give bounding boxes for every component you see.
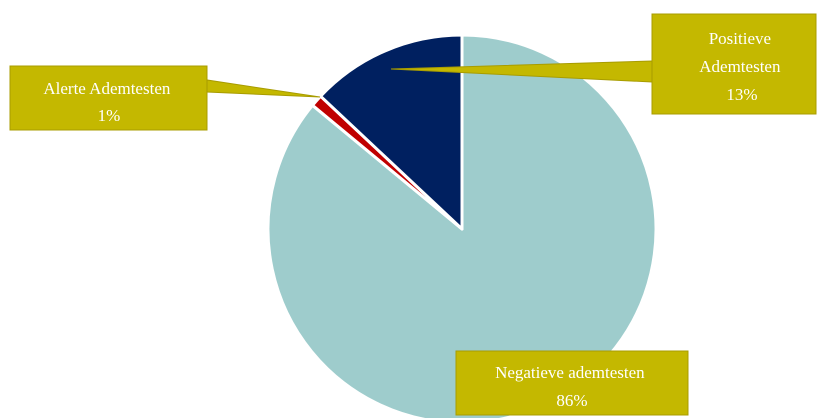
callout-alerte-pointer [206, 79, 321, 98]
slice-label-alerte: Alerte Ademtesten [43, 79, 170, 98]
callout-alerte-text: Alerte Ademtesten 1% [43, 79, 174, 125]
callouts: Positieve Ademtesten 13% Alerte Ademtest… [9, 13, 817, 416]
callout-alerte: Alerte Ademtesten 1% [9, 65, 321, 131]
slice-value-negatieve: 86% [556, 391, 587, 410]
callout-negatieve-box [455, 350, 689, 416]
pie-slices [266, 33, 658, 418]
callout-negatieve-text: Negatieve ademtesten 86% [495, 363, 649, 410]
slice-label-negatieve: Negatieve ademtesten [495, 363, 645, 382]
slice-value-positieve: 13% [726, 85, 757, 104]
callout-negatieve: Negatieve ademtesten 86% [455, 350, 689, 416]
slice-label-positieve-line1: Positieve [709, 29, 771, 48]
slice-label-positieve-line2: Ademtesten [699, 57, 781, 76]
slice-positieve [319, 33, 464, 231]
callout-positieve-box [651, 13, 817, 115]
callout-alerte-box [9, 65, 208, 131]
callout-positieve-text: Positieve Ademtesten 13% [699, 29, 784, 104]
slice-value-alerte: 1% [98, 106, 121, 125]
callout-positieve: Positieve Ademtesten 13% [390, 13, 817, 115]
